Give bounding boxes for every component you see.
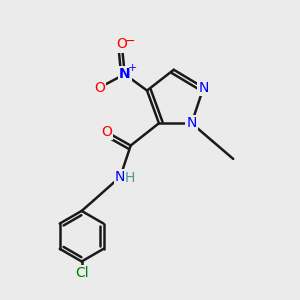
- Text: O: O: [116, 38, 127, 52]
- Text: +: +: [128, 63, 137, 73]
- Text: O: O: [101, 125, 112, 139]
- Text: N: N: [186, 116, 197, 130]
- Text: O: O: [94, 81, 105, 94]
- Text: N: N: [115, 170, 125, 184]
- Text: H: H: [125, 171, 135, 185]
- Text: N: N: [198, 81, 209, 94]
- Text: Cl: Cl: [75, 266, 88, 280]
- Text: N: N: [119, 67, 130, 81]
- Text: −: −: [125, 35, 135, 48]
